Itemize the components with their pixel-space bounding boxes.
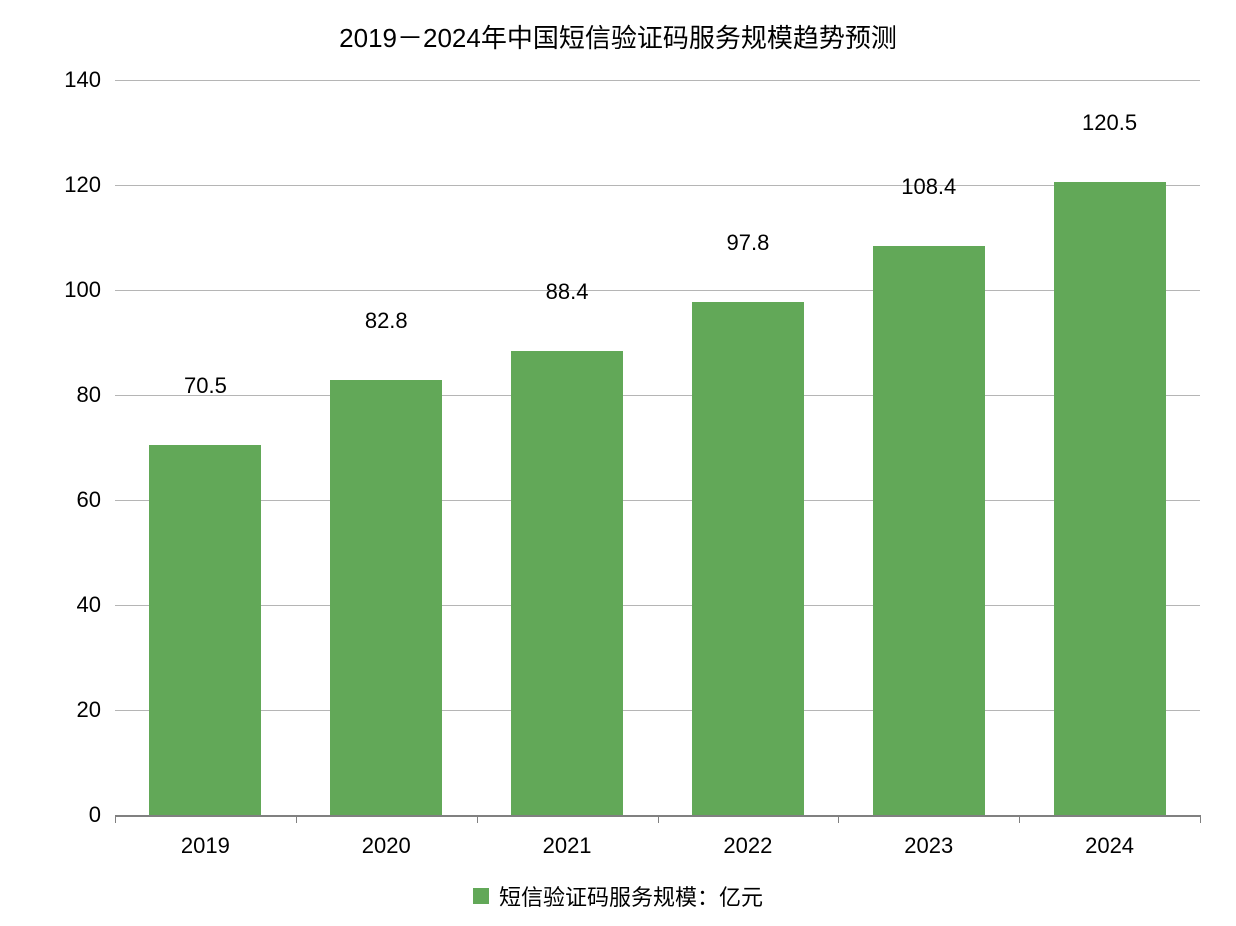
x-tick-mark	[477, 815, 478, 823]
x-tick-label: 2024	[1085, 833, 1134, 859]
x-tick-mark	[1019, 815, 1020, 823]
bar-value-label: 70.5	[184, 373, 227, 409]
bar	[330, 380, 442, 815]
y-tick-label: 40	[77, 592, 101, 618]
y-tick-label: 100	[64, 277, 101, 303]
x-tick-mark	[838, 815, 839, 823]
gridline	[115, 395, 1200, 396]
bar-value-label: 88.4	[546, 279, 589, 315]
y-tick-label: 60	[77, 487, 101, 513]
gridline	[115, 290, 1200, 291]
gridline	[115, 710, 1200, 711]
legend-label: 短信验证码服务规模：亿元	[499, 880, 763, 912]
x-tick-mark	[1200, 815, 1201, 823]
x-tick-mark	[115, 815, 116, 823]
bar	[511, 351, 623, 815]
gridline	[115, 500, 1200, 501]
chart-title: 2019－2024年中国短信验证码服务规模趋势预测	[0, 18, 1236, 55]
bar	[873, 246, 985, 815]
bar-value-label: 82.8	[365, 308, 408, 344]
bar-value-label: 120.5	[1082, 110, 1137, 146]
x-tick-label: 2022	[723, 833, 772, 859]
bar-value-label: 108.4	[901, 174, 956, 210]
x-tick-mark	[658, 815, 659, 823]
plot-area: 02040608010012014070.5201982.8202088.420…	[115, 80, 1200, 815]
x-tick-label: 2019	[181, 833, 230, 859]
gridline	[115, 185, 1200, 186]
y-tick-label: 0	[89, 802, 101, 828]
y-tick-label: 20	[77, 697, 101, 723]
chart-container: 2019－2024年中国短信验证码服务规模趋势预测 02040608010012…	[0, 0, 1236, 926]
bar	[692, 302, 804, 815]
bar-value-label: 97.8	[726, 230, 769, 266]
gridline	[115, 80, 1200, 81]
legend: 短信验证码服务规模：亿元	[0, 880, 1236, 912]
x-tick-label: 2023	[904, 833, 953, 859]
y-tick-label: 120	[64, 172, 101, 198]
legend-swatch	[473, 888, 489, 904]
y-tick-label: 80	[77, 382, 101, 408]
bar	[1054, 182, 1166, 815]
gridline	[115, 605, 1200, 606]
x-tick-label: 2021	[543, 833, 592, 859]
bar	[149, 445, 261, 815]
x-tick-label: 2020	[362, 833, 411, 859]
x-tick-mark	[296, 815, 297, 823]
y-tick-label: 140	[64, 67, 101, 93]
